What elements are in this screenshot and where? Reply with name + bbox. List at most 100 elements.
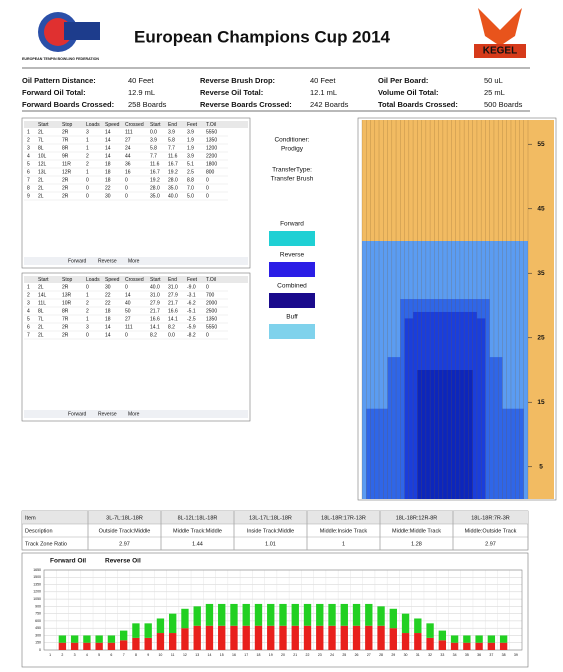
zone-cell: Middle:Middle Track xyxy=(392,528,441,534)
cell: 3 xyxy=(27,300,30,306)
cell: 22 xyxy=(105,292,111,298)
x-tick-label: 19 xyxy=(269,653,273,657)
cell: 30 xyxy=(105,193,111,199)
cell: 3.9 xyxy=(187,153,194,159)
lane-tick-label: 5 xyxy=(539,463,543,470)
bar xyxy=(230,625,238,650)
cell: 40.0 xyxy=(168,193,178,199)
cell: 2500 xyxy=(206,308,217,314)
cell: 1.9 xyxy=(187,145,194,151)
cell: 11R xyxy=(62,161,71,167)
cell: 16.7 xyxy=(150,169,160,175)
x-tick-label: 7 xyxy=(123,653,125,657)
bar xyxy=(279,625,287,650)
cell: 8.2 xyxy=(168,324,175,330)
zone-cell: 18L-18R:12R-8R xyxy=(396,515,438,521)
bar xyxy=(291,625,299,650)
cell: 18 xyxy=(105,169,111,175)
cell: 7R xyxy=(62,316,69,322)
summary-value: 50 uL xyxy=(484,76,503,85)
table-header xyxy=(24,276,248,283)
x-tick-label: 31 xyxy=(416,653,420,657)
bar xyxy=(401,633,410,650)
cell: 7 xyxy=(27,332,30,338)
zone-cell: Description xyxy=(25,528,53,534)
lane-tick-label: 55 xyxy=(537,141,545,148)
x-tick-label: 39 xyxy=(514,653,518,657)
cell: -5.1 xyxy=(187,308,196,314)
x-tick-label: 14 xyxy=(208,653,212,657)
cell: 13L xyxy=(38,169,47,175)
y-tick-label: 150 xyxy=(35,641,41,645)
bar xyxy=(499,635,508,643)
zone-cell: Middle Track:Middle xyxy=(173,528,222,534)
cell: 8 xyxy=(27,185,30,191)
legend-swatch xyxy=(269,293,315,308)
cell: 1 xyxy=(86,169,89,175)
zone-cell: 18L-18R:7R-3R xyxy=(471,515,510,521)
cell: 2R xyxy=(62,284,69,290)
legend-label: Forward xyxy=(280,221,304,228)
summary-value: 242 Boards xyxy=(310,100,349,109)
cell: 2 xyxy=(27,137,30,143)
cell: 0.0 xyxy=(168,332,175,338)
bar xyxy=(156,633,165,650)
x-tick-label: 9 xyxy=(147,653,149,657)
cell: 16.6 xyxy=(150,316,160,322)
tab: Forward xyxy=(68,258,87,264)
column-header: Speed xyxy=(105,277,120,283)
y-tick-label: 900 xyxy=(35,604,41,608)
zone-cell: Track Zone Ratio xyxy=(25,541,67,547)
legend-entry: Forward Oil xyxy=(50,558,86,565)
bar xyxy=(254,603,263,626)
zone-cell: 8L-12L:18L-18R xyxy=(178,515,218,521)
summary-label: Forward Oil Total: xyxy=(22,88,86,97)
cell: 9 xyxy=(27,193,30,199)
legend-note: TransferType: xyxy=(272,167,312,174)
cell: 8L xyxy=(38,308,44,314)
zone-cell: Middle:Inside Track xyxy=(320,528,368,534)
cell: 10L xyxy=(38,153,47,159)
bar xyxy=(450,635,459,643)
summary-value: 25 mL xyxy=(484,88,505,97)
bar xyxy=(303,625,312,650)
cell: 2L xyxy=(38,332,44,338)
cell: 2L xyxy=(38,177,44,183)
tab: Forward xyxy=(68,411,87,417)
tab-bar xyxy=(24,257,248,265)
bar xyxy=(267,625,275,650)
cell: 21.7 xyxy=(168,300,178,306)
summary-label: Oil Per Board: xyxy=(378,76,428,85)
y-tick-label: 300 xyxy=(35,633,41,637)
bar xyxy=(218,625,226,650)
cell: 14 xyxy=(105,332,111,338)
bar xyxy=(119,630,128,641)
cell: 0.0 xyxy=(150,129,157,135)
cell: 1 xyxy=(86,316,89,322)
cell: -5.9 xyxy=(187,324,196,330)
cell: 8R xyxy=(62,145,69,151)
cell: 1200 xyxy=(206,145,217,151)
x-tick-label: 15 xyxy=(220,653,224,657)
x-tick-label: 3 xyxy=(74,653,76,657)
cell: 1.9 xyxy=(187,137,194,143)
cell: 5.8 xyxy=(168,137,175,143)
bar xyxy=(279,603,287,626)
summary-value: 12.1 mL xyxy=(310,88,337,97)
bar xyxy=(242,603,250,626)
cell: 2L xyxy=(38,284,44,290)
bar xyxy=(414,618,422,634)
column-header: End xyxy=(168,122,177,128)
cell: 14L xyxy=(38,292,47,298)
cell: 111 xyxy=(125,129,133,135)
cell: -6.2 xyxy=(187,300,196,306)
bar xyxy=(365,603,373,626)
x-tick-label: 28 xyxy=(379,653,383,657)
column-header: End xyxy=(168,277,177,283)
cell: 27.9 xyxy=(168,292,178,298)
cell: 0 xyxy=(86,177,89,183)
x-tick-label: 2 xyxy=(61,653,63,657)
zone-cell: 2.97 xyxy=(485,541,496,547)
cell: 0 xyxy=(206,177,209,183)
